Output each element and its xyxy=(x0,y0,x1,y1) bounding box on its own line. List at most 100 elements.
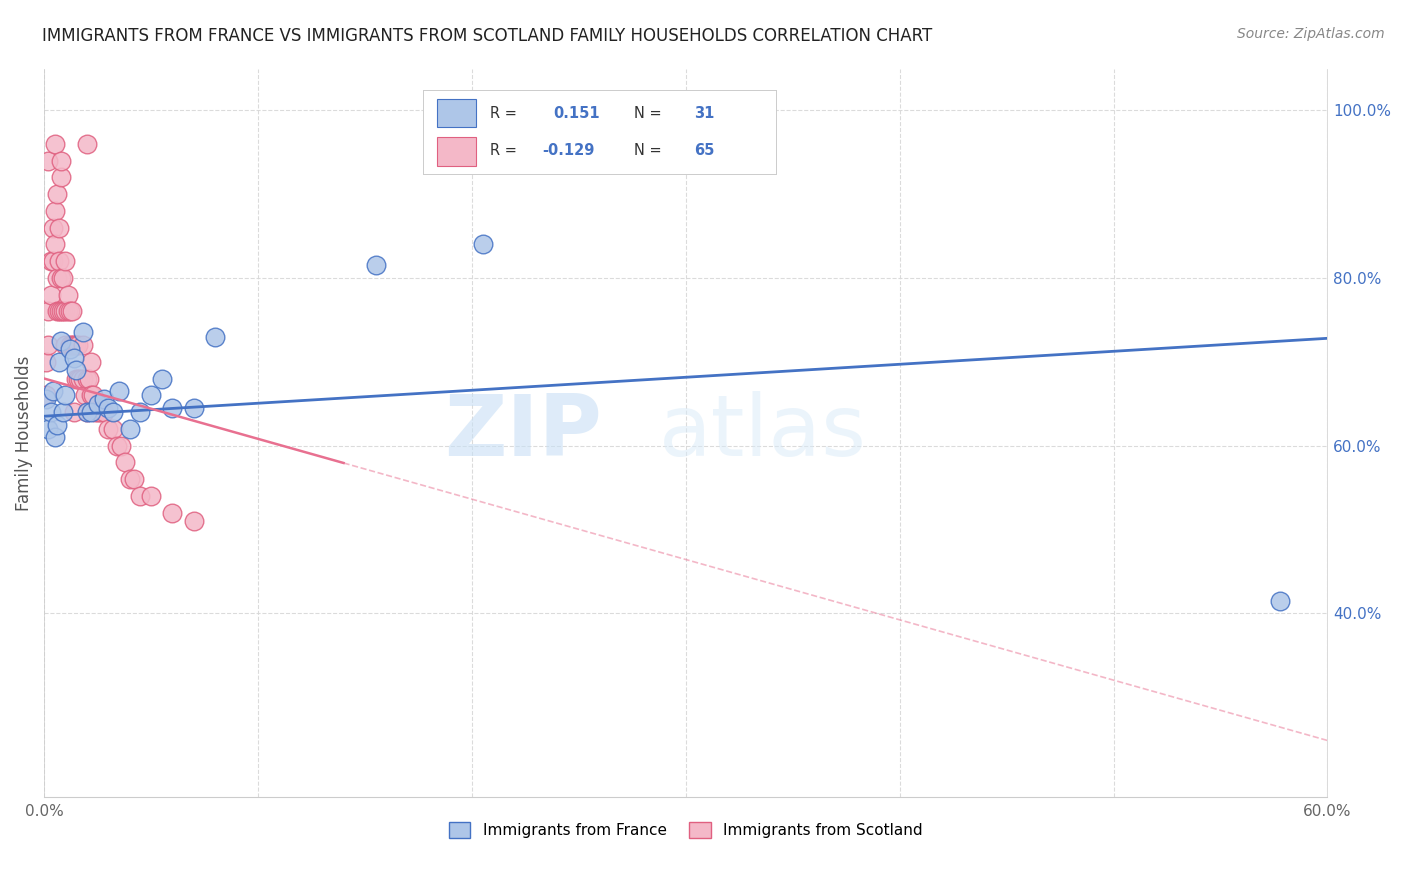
Point xyxy=(105,438,128,452)
Point xyxy=(162,401,184,415)
Point xyxy=(1270,593,1292,607)
Point xyxy=(80,388,103,402)
Point xyxy=(51,271,73,285)
Point xyxy=(63,338,86,352)
Point xyxy=(46,417,69,432)
Point xyxy=(48,220,70,235)
Point xyxy=(69,371,91,385)
Point xyxy=(67,371,90,385)
Text: ZIP: ZIP xyxy=(444,392,602,475)
Point xyxy=(37,153,59,168)
Point xyxy=(41,384,63,398)
Point xyxy=(118,422,141,436)
Point xyxy=(55,304,77,318)
Point xyxy=(59,304,82,318)
Point xyxy=(72,371,94,385)
Point xyxy=(55,338,77,352)
Point xyxy=(51,304,73,318)
Point xyxy=(52,304,75,318)
Point xyxy=(37,422,59,436)
Point xyxy=(86,397,108,411)
Text: Source: ZipAtlas.com: Source: ZipAtlas.com xyxy=(1237,27,1385,41)
Legend: Immigrants from France, Immigrants from Scotland: Immigrants from France, Immigrants from … xyxy=(443,816,929,845)
Text: IMMIGRANTS FROM FRANCE VS IMMIGRANTS FROM SCOTLAND FAMILY HOUSEHOLDS CORRELATION: IMMIGRANTS FROM FRANCE VS IMMIGRANTS FRO… xyxy=(42,27,932,45)
Point xyxy=(51,153,73,168)
Point xyxy=(76,405,98,419)
Point xyxy=(72,326,94,340)
Point xyxy=(139,489,162,503)
Point xyxy=(101,422,124,436)
Point xyxy=(44,237,66,252)
Point xyxy=(89,405,111,419)
Point xyxy=(183,514,205,528)
Point xyxy=(48,304,70,318)
Point xyxy=(129,405,152,419)
Point xyxy=(51,334,73,348)
Point xyxy=(39,254,62,268)
Point xyxy=(35,355,58,369)
Point xyxy=(59,338,82,352)
Point xyxy=(46,187,69,202)
Point xyxy=(44,430,66,444)
Point xyxy=(37,338,59,352)
Point xyxy=(86,405,108,419)
Point xyxy=(97,401,120,415)
Point xyxy=(80,405,103,419)
Point xyxy=(52,405,75,419)
Point xyxy=(110,438,132,452)
Point xyxy=(118,472,141,486)
Y-axis label: Family Households: Family Households xyxy=(15,355,32,511)
Point xyxy=(51,170,73,185)
Point xyxy=(65,371,87,385)
Point xyxy=(39,405,62,419)
Point xyxy=(122,472,145,486)
Point xyxy=(56,287,79,301)
Point xyxy=(72,338,94,352)
Text: atlas: atlas xyxy=(659,392,866,475)
Point xyxy=(77,371,100,385)
Point xyxy=(52,271,75,285)
Point xyxy=(55,254,77,268)
Point xyxy=(93,392,115,407)
Point xyxy=(60,338,83,352)
Point xyxy=(35,388,58,402)
Point xyxy=(150,371,173,385)
Point xyxy=(41,220,63,235)
Point xyxy=(48,355,70,369)
Point xyxy=(97,422,120,436)
Point xyxy=(44,203,66,218)
Point xyxy=(46,304,69,318)
Point xyxy=(35,392,58,407)
Point xyxy=(114,455,136,469)
Point xyxy=(129,489,152,503)
Point xyxy=(93,405,115,419)
Point xyxy=(101,405,124,419)
Point xyxy=(41,254,63,268)
Point xyxy=(73,388,96,402)
Point xyxy=(63,405,86,419)
Point xyxy=(46,271,69,285)
Point xyxy=(59,342,82,356)
Point xyxy=(67,338,90,352)
Point xyxy=(183,401,205,415)
Point xyxy=(39,287,62,301)
Point xyxy=(471,237,494,252)
Point xyxy=(55,388,77,402)
Point xyxy=(139,388,162,402)
Point xyxy=(60,304,83,318)
Point xyxy=(48,254,70,268)
Point xyxy=(76,405,98,419)
Point xyxy=(65,363,87,377)
Point xyxy=(63,351,86,365)
Point xyxy=(37,304,59,318)
Point xyxy=(65,338,87,352)
Point xyxy=(364,259,387,273)
Point xyxy=(76,136,98,151)
Point xyxy=(80,355,103,369)
Point xyxy=(204,329,226,343)
Point xyxy=(84,405,107,419)
Point xyxy=(162,506,184,520)
Point xyxy=(108,384,131,398)
Point xyxy=(44,136,66,151)
Point xyxy=(56,304,79,318)
